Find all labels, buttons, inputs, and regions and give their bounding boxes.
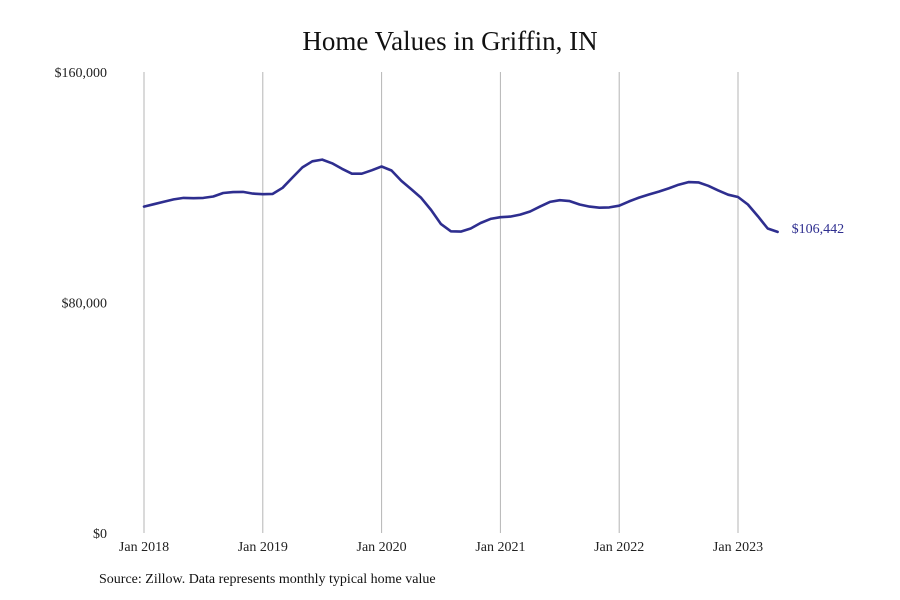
series-line (142, 158, 779, 234)
x-tick-label: Jan 2021 (475, 540, 525, 555)
x-axis-tick-labels: Jan 2018 Jan 2019 Jan 2020 Jan 2021 Jan 2022… (119, 540, 763, 555)
series-lines (142, 158, 779, 234)
gridlines (143, 72, 739, 533)
x-tick-label: Jan 2023 (713, 540, 763, 555)
x-tick-label: Jan 2019 (238, 540, 288, 555)
data-labels: $106,442 (792, 222, 845, 237)
x-tick-label: Jan 2022 (594, 540, 644, 555)
y-tick-label: $160,000 (55, 66, 108, 81)
end-value-label: $106,442 (792, 222, 845, 237)
x-tick-label: Jan 2020 (357, 540, 407, 555)
y-axis-tick-labels: $160,000 $80,000 $0 (55, 66, 108, 542)
y-tick-label: $0 (93, 527, 107, 542)
y-tick-label: $80,000 (62, 297, 108, 312)
chart-title: Home Values in Griffin, IN (302, 26, 598, 56)
source-note: Source: Zillow. Data represents monthly … (99, 572, 436, 587)
x-tick-label: Jan 2018 (119, 540, 169, 555)
